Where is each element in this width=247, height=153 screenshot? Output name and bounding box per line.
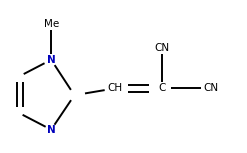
Text: CH: CH [108,83,123,93]
Text: C: C [158,83,165,93]
Text: N: N [47,125,56,135]
Text: Me: Me [43,19,59,29]
Text: CN: CN [203,83,218,93]
Text: CN: CN [154,43,169,53]
Text: N: N [47,55,56,65]
